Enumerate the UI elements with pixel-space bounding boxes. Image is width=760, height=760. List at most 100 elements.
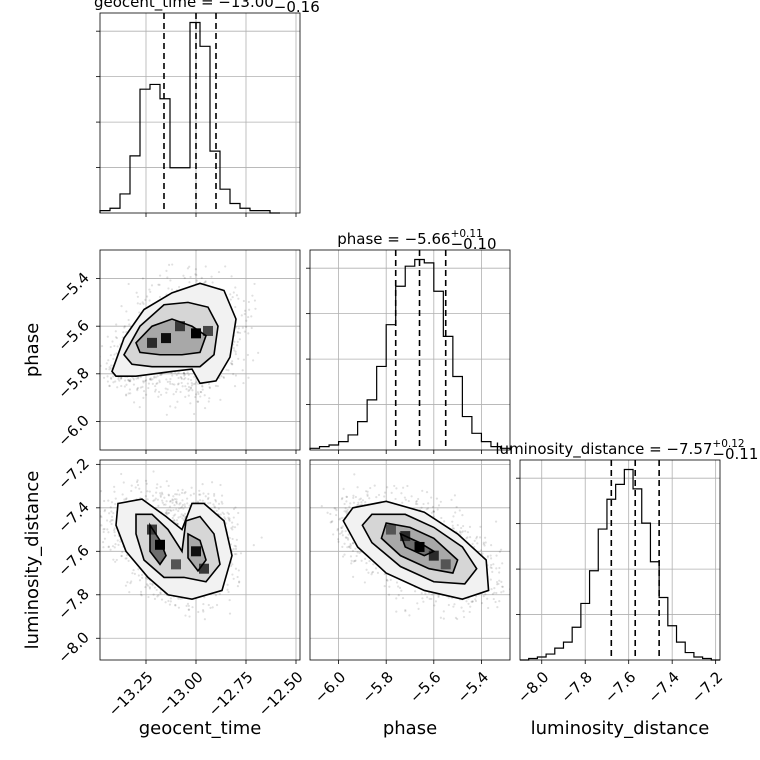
sample-point — [489, 578, 492, 581]
sample-point — [120, 472, 123, 476]
sample-point — [169, 600, 172, 603]
sample-point — [125, 383, 128, 386]
sample-point — [352, 501, 356, 504]
sample-point — [228, 536, 231, 540]
sample-point — [243, 330, 246, 333]
sample-point — [198, 493, 201, 496]
sample-point — [115, 336, 119, 340]
sample-point — [163, 496, 166, 499]
sample-point — [103, 499, 106, 503]
sample-point — [110, 377, 113, 381]
sample-point — [247, 332, 250, 335]
sample-point — [148, 587, 152, 590]
sample-point — [120, 376, 123, 379]
sample-point — [136, 386, 140, 390]
sample-point — [174, 390, 178, 393]
sample-point — [426, 596, 429, 599]
sample-point — [329, 512, 332, 516]
sample-point — [435, 497, 439, 500]
sample-point — [133, 572, 136, 576]
sample-point — [365, 490, 368, 493]
sample-point — [422, 502, 425, 506]
sample-point — [192, 383, 195, 386]
sample-point — [338, 532, 341, 535]
sample-point — [254, 307, 257, 310]
sample-point — [351, 542, 355, 545]
sample-point — [186, 267, 190, 270]
sample-point — [493, 587, 496, 590]
sample-point — [354, 495, 357, 499]
x-tick-label: −12.50 — [255, 668, 307, 720]
sample-point — [217, 270, 221, 274]
sample-point — [148, 490, 151, 493]
sample-point — [395, 610, 398, 613]
sample-point — [251, 294, 254, 297]
sample-point — [247, 315, 250, 319]
sample-point — [228, 517, 231, 520]
sample-point — [226, 588, 229, 591]
contour-line — [342, 500, 490, 600]
sample-point — [395, 487, 398, 490]
sample-point — [451, 527, 454, 530]
sample-point — [121, 493, 124, 496]
sample-point — [124, 498, 128, 501]
sample-point — [234, 547, 238, 551]
sample-point — [354, 559, 357, 562]
sample-point — [344, 536, 347, 539]
sample-point — [202, 602, 205, 606]
sample-point — [165, 500, 168, 503]
sample-point — [203, 596, 206, 599]
sample-point — [181, 385, 184, 388]
sample-point — [453, 494, 457, 497]
sample-point — [243, 312, 246, 316]
sample-point — [156, 595, 159, 598]
sample-point — [182, 514, 185, 517]
sample-point — [157, 390, 161, 394]
sample-point — [232, 291, 235, 294]
sample-point — [144, 585, 147, 589]
sample-point — [190, 381, 193, 385]
sample-point — [425, 491, 429, 494]
sample-point — [364, 557, 367, 560]
contour-line — [149, 522, 167, 566]
sample-point — [184, 614, 187, 617]
sample-point — [117, 377, 120, 381]
sample-point — [495, 567, 498, 570]
sample-point — [180, 381, 183, 385]
sample-point — [127, 379, 130, 382]
sample-point — [173, 519, 176, 523]
y-tick-label: −8.0 — [54, 628, 92, 666]
sample-point — [233, 526, 237, 529]
sample-point — [214, 594, 218, 597]
sample-point — [189, 275, 192, 279]
sample-point — [97, 361, 99, 363]
sample-point — [329, 521, 332, 524]
sample-point — [175, 502, 179, 505]
sample-point — [153, 390, 157, 393]
sample-point — [364, 500, 367, 504]
sample-point — [167, 263, 171, 266]
density-cell — [191, 546, 201, 557]
sample-point — [360, 501, 363, 504]
sample-point — [191, 606, 194, 609]
sample-point — [113, 528, 116, 532]
sample-point — [495, 580, 499, 584]
sample-point — [161, 501, 164, 504]
sample-point — [416, 502, 419, 506]
title-upper-error: +0.10 — [274, 0, 306, 3]
sample-point — [502, 590, 505, 593]
sample-point — [234, 567, 238, 570]
sample-point — [335, 513, 338, 517]
sample-point — [199, 390, 202, 394]
sample-point — [482, 543, 485, 546]
sample-point — [182, 514, 185, 517]
sample-point — [383, 585, 386, 588]
sample-point — [442, 610, 445, 613]
sample-point — [250, 315, 253, 318]
sample-point — [207, 496, 210, 499]
sample-point — [113, 353, 116, 356]
sample-point — [353, 559, 357, 563]
sample-point — [183, 276, 186, 280]
sample-point — [386, 486, 389, 489]
sample-point — [414, 502, 418, 505]
